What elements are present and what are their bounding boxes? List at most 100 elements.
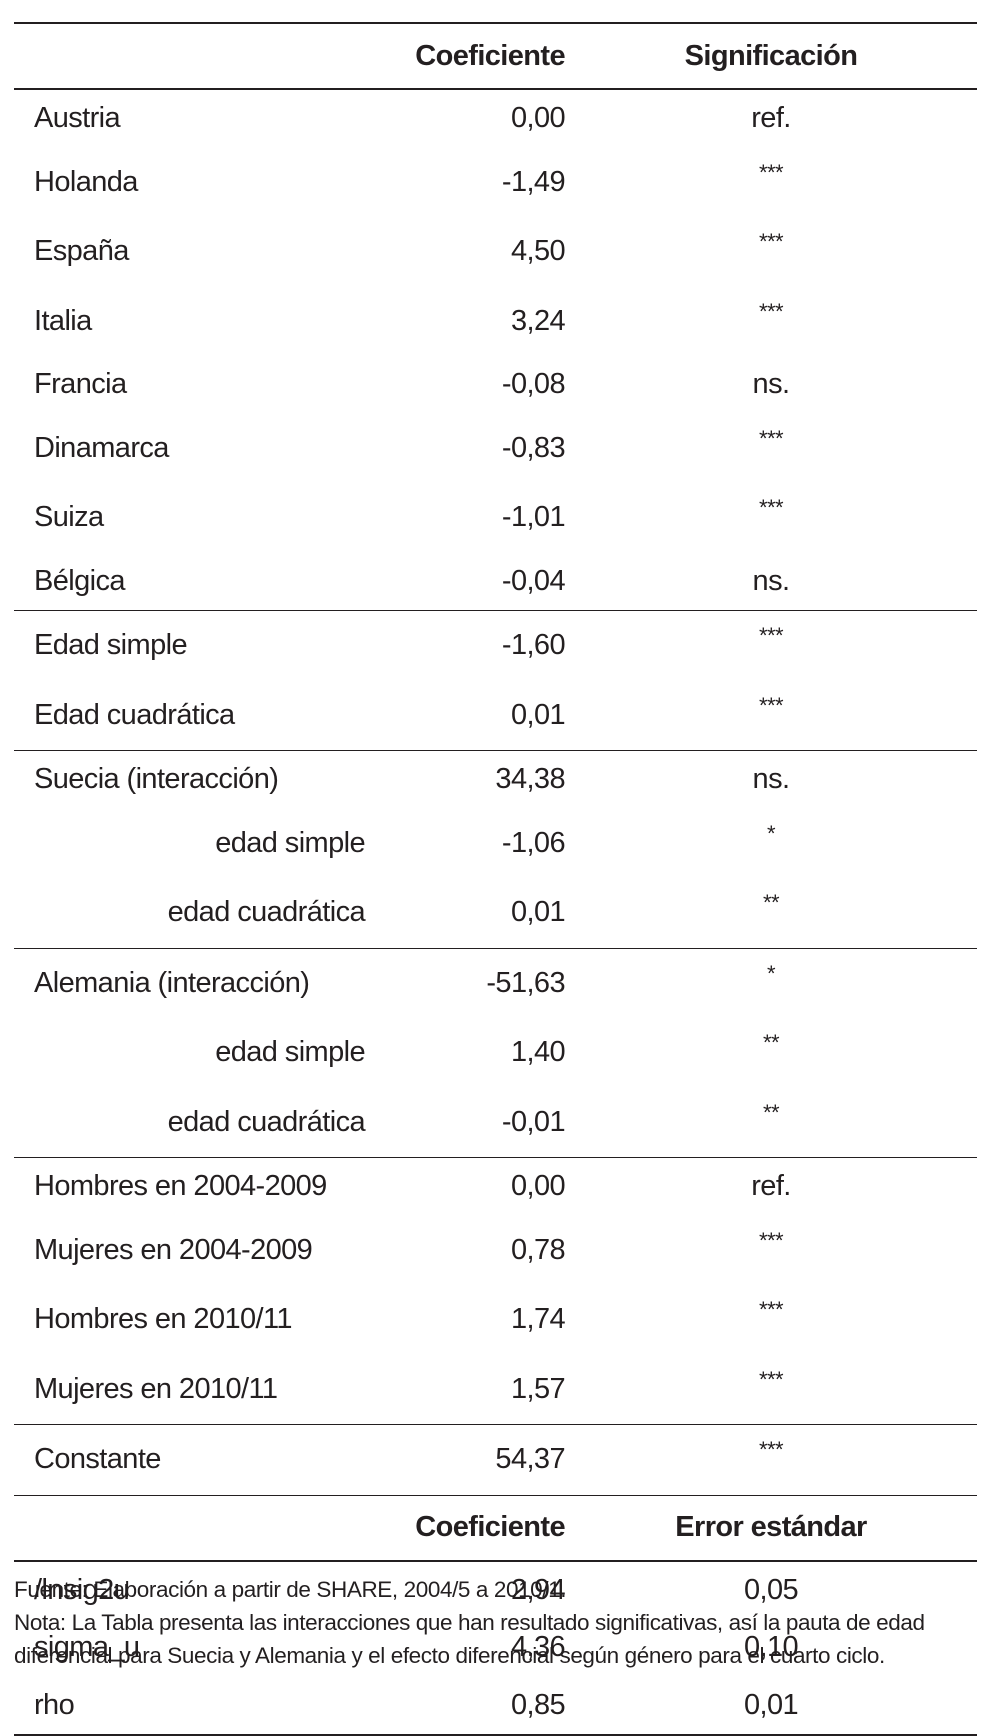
row-significacion: * [565, 947, 977, 1018]
regression-table: Coeficiente Significación Austria 0,00 ref… [14, 22, 977, 1736]
row-coeficiente: 1,40 [510, 1036, 566, 1069]
row-coeficiente: 0,01 [510, 896, 566, 929]
row-significacion: *** [759, 1366, 783, 1392]
row-significacion: *** [759, 692, 783, 718]
row-label: Alemania (interacción) [14, 947, 409, 1018]
row-label: Mujeres en 2010/11 [34, 1372, 278, 1405]
row-significacion: *** [565, 610, 977, 681]
table-row: Hombres en 2004-2009 0,00 ref. [14, 1157, 977, 1216]
row-label: Italia [34, 304, 92, 337]
table-row: Bélgica -0,04 ns. [14, 553, 977, 611]
row-significacion: ns. [752, 564, 790, 597]
variance-error-estandar: 0,01 [565, 1676, 977, 1736]
row-coeficiente: 0,00 [409, 1157, 566, 1216]
header-coeficiente: Coeficiente [409, 22, 566, 90]
row-label: España [34, 235, 129, 268]
variance-label: sigma_u [34, 1631, 140, 1664]
row-label: Holanda [34, 165, 138, 198]
table-header-row-2: Coeficiente Error estándar [14, 1494, 977, 1562]
variance-row: sigma_u 4,36 0,10 [14, 1619, 977, 1677]
row-coeficiente: 0,78 [510, 1233, 566, 1266]
row-significacion: ** [763, 1099, 780, 1125]
header2-error-estandar: Error estándar [565, 1494, 977, 1562]
row-label: Hombres en 2010/11 [34, 1303, 292, 1336]
variance-error-estandar: 0,10 [743, 1631, 799, 1664]
row-coeficiente: 4,50 [510, 235, 566, 268]
row-significacion: ref. [565, 1157, 977, 1216]
header-label [14, 22, 409, 90]
table-row: edad simple -1,06 * [14, 809, 977, 879]
table-row: Dinamarca -0,83 *** [14, 414, 977, 484]
row-significacion: *** [759, 495, 783, 520]
table-body: Austria 0,00 ref. Holanda -1,49 *** España 4,50… [14, 89, 977, 1495]
table-row: edad cuadrática 0,01 ** [14, 878, 977, 948]
row-label: Dinamarca [34, 431, 169, 464]
row-coeficiente: -1,49 [501, 165, 566, 198]
row-significacion: ** [763, 1030, 780, 1055]
table-notes: Fuente: Elaboración a partir de SHARE, 2… [14, 1573, 994, 1672]
table-row: Edad cuadrática 0,01 *** [14, 681, 977, 751]
note-line-2: diferencial para Suecia y Alemania y el … [14, 1643, 885, 1668]
row-coeficiente: -0,83 [501, 431, 566, 464]
row-coeficiente: 34,38 [409, 750, 566, 809]
row-significacion: *** [759, 425, 783, 451]
row-label: edad cuadrática [167, 896, 366, 929]
table-row: Constante 54,37 *** [14, 1424, 977, 1495]
table-row: Mujeres en 2004-2009 0,78 *** [14, 1216, 977, 1286]
table-row: Austria 0,00 ref. [14, 89, 977, 148]
row-significacion: * [767, 820, 776, 846]
row-label: Austria [34, 102, 121, 135]
row-label: Suiza [34, 501, 104, 534]
source-note: Fuente: Elaboración a partir de SHARE, 2… [14, 1577, 567, 1602]
row-significacion: ref. [751, 102, 791, 135]
header2-coeficiente: Coeficiente [409, 1494, 566, 1562]
variance-label: rho [14, 1676, 409, 1736]
row-label: Suecia (interacción) [14, 750, 409, 809]
header-significacion: Significación [565, 22, 977, 90]
row-label: Mujeres en 2004-2009 [34, 1233, 313, 1266]
row-significacion: *** [759, 1227, 783, 1253]
table-row: Suiza -1,01 *** [14, 483, 977, 553]
table-row: Italia 3,24 *** [14, 287, 977, 357]
row-significacion: ns. [752, 368, 790, 401]
row-coeficiente: 0,00 [510, 102, 566, 135]
row-label: Edad cuadrática [34, 698, 235, 731]
row-label: Hombres en 2004-2009 [14, 1157, 409, 1216]
table-row: edad simple 1,40 ** [14, 1018, 977, 1088]
table-row: Hombres en 2010/11 1,74 *** [14, 1285, 977, 1355]
table-row: Holanda -1,49 *** [14, 148, 977, 218]
variance-row: /lnsig2u 2,94 0,05 [14, 1561, 977, 1620]
row-label: edad cuadrática [167, 1105, 366, 1138]
row-coeficiente: -1,06 [501, 826, 566, 859]
row-coeficiente: 54,37 [409, 1424, 566, 1495]
table-row: edad cuadrática -0,01 ** [14, 1088, 977, 1158]
row-label: edad simple [215, 826, 365, 859]
row-label: Edad simple [14, 610, 409, 681]
table-row: Francia -0,08 ns. [14, 356, 977, 414]
row-significacion: *** [759, 159, 783, 185]
row-significacion: *** [565, 1424, 977, 1495]
variance-coeficiente: 0,85 [409, 1676, 566, 1736]
variance-error-estandar: 0,05 [743, 1573, 799, 1606]
row-coeficiente: 3,24 [510, 304, 566, 337]
row-coeficiente: 0,01 [510, 698, 566, 731]
row-label: Bélgica [34, 564, 126, 597]
table-row: Alemania (interacción) -51,63 * [14, 947, 977, 1018]
row-coeficiente: -0,04 [501, 564, 566, 597]
variance-row: rho 0,85 0,01 [14, 1676, 977, 1736]
row-label: edad simple [215, 1036, 365, 1069]
table-row: España 4,50 *** [14, 217, 977, 287]
row-significacion: ** [763, 890, 780, 915]
row-significacion: *** [759, 229, 783, 254]
row-coeficiente: -0,01 [501, 1105, 566, 1138]
row-coeficiente: -51,63 [409, 947, 566, 1018]
row-coeficiente: -1,01 [501, 501, 566, 534]
row-significacion: *** [759, 298, 783, 324]
note-line-1: Nota: La Tabla presenta las interaccione… [14, 1610, 925, 1635]
row-label: Constante [14, 1424, 409, 1495]
variance-coeficiente: 4,36 [510, 1631, 566, 1664]
row-significacion: *** [759, 1297, 783, 1322]
variance-label: /lnsig2u [34, 1573, 130, 1606]
table-header-row: Coeficiente Significación [14, 22, 977, 90]
variance-coeficiente: 2,94 [510, 1573, 566, 1606]
